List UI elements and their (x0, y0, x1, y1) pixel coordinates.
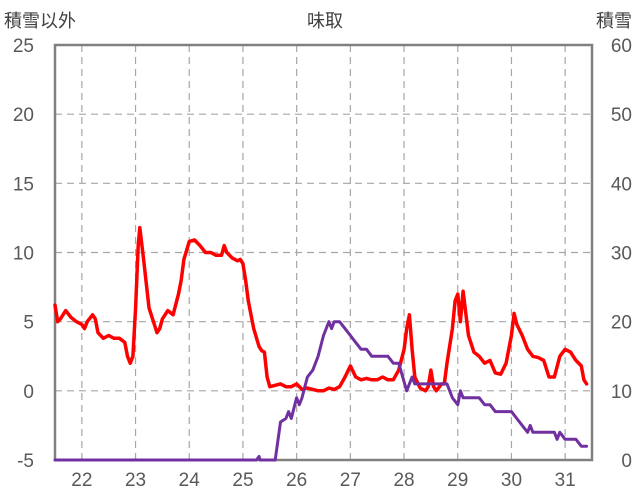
y-left-tick-label: 20 (13, 105, 34, 126)
x-tick-label: 22 (71, 470, 92, 491)
y-right-tick-label: 0 (621, 451, 632, 472)
plot-frame (53, 43, 594, 462)
x-tick-label: 27 (340, 470, 361, 491)
x-tick-label: 24 (179, 470, 201, 491)
x-tick-label: 25 (232, 470, 253, 491)
y-left-tick-label: 10 (13, 244, 34, 265)
series-line-2 (53, 320, 589, 462)
x-tick-label: 30 (501, 470, 522, 491)
x-tick-label: 23 (125, 470, 146, 491)
y-right-tick-label: 60 (611, 36, 632, 57)
y-right-tick-label: 20 (611, 313, 632, 334)
series-layer (53, 225, 589, 462)
y-left-tick-label: 15 (13, 174, 34, 195)
tick-layer: -5 0 5 10 15 20 25 0 10 20 30 40 50 60 22 23 24 25 26 27 28 2… (13, 36, 632, 491)
y-left-tick-label: 5 (23, 313, 34, 334)
chart-title: 味取 (307, 11, 343, 31)
y-right-tick-label: 30 (611, 244, 632, 265)
y-left-tick-label: 0 (23, 382, 34, 403)
right-axis-label: 積雪 (596, 11, 632, 31)
x-tick-label: 26 (286, 470, 307, 491)
left-axis-label: 積雪以外 (4, 11, 76, 31)
y-right-tick-label: 40 (611, 174, 632, 195)
y-left-tick-label: -5 (17, 451, 34, 472)
y-left-tick-label: 25 (13, 36, 34, 57)
x-tick-label: 31 (555, 470, 576, 491)
x-tick-label: 29 (447, 470, 468, 491)
y-right-tick-label: 10 (611, 382, 632, 403)
x-tick-label: 28 (393, 470, 414, 491)
y-right-tick-label: 50 (611, 105, 632, 126)
gridlines (55, 45, 592, 460)
